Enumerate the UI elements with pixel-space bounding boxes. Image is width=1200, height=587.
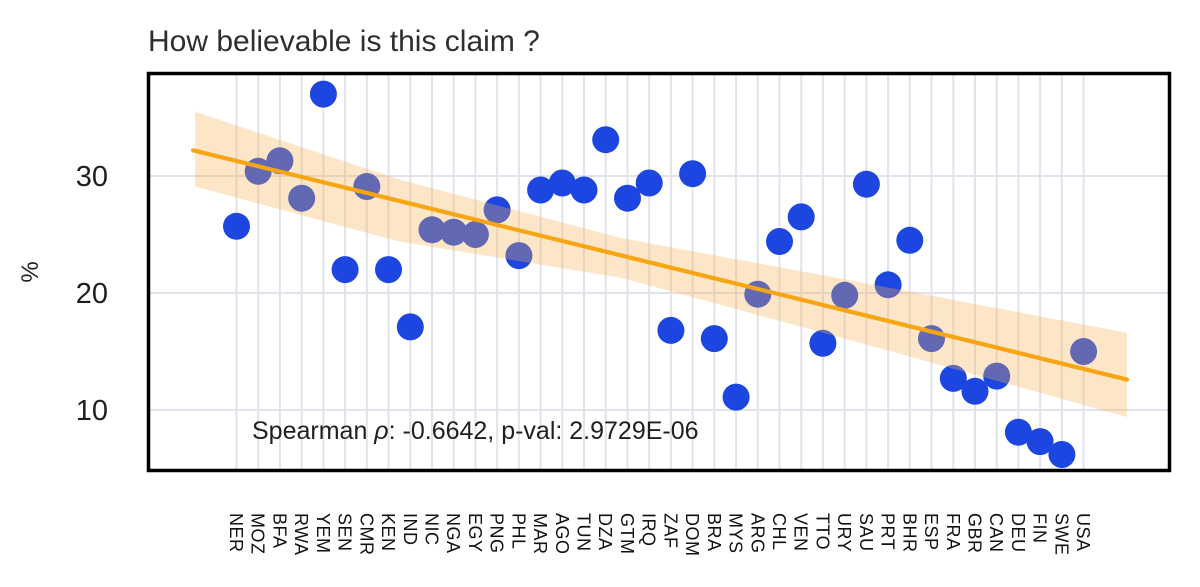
x-tick-label-yem: YEM [313, 513, 333, 554]
scatter-point-ken [375, 256, 402, 284]
scatter-point-png [483, 196, 511, 224]
x-tick-label-irq: IRQ [639, 513, 659, 547]
x-tick-label-mys: MYS [726, 513, 746, 554]
y-tick-label: 20 [76, 278, 108, 310]
scatter-point-tto [809, 329, 837, 357]
x-tick-label-png: PNG [487, 513, 507, 554]
x-tick-label-usa: USA [1073, 513, 1093, 552]
x-tick-label-nic: NIC [422, 513, 442, 546]
x-tick-label-ven: VEN [791, 513, 811, 552]
scatter-point-fin [1026, 428, 1054, 456]
scatter-point-bra [700, 325, 728, 353]
scatter-point-bhr [896, 226, 924, 254]
scatter-point-mys [722, 383, 750, 411]
plot-data-layer [191, 80, 1130, 468]
x-tick-label-mar: MAR [530, 513, 550, 555]
scatter-point-nic [418, 216, 446, 244]
scatter-point-ven [787, 203, 815, 231]
scatter-point-egy [461, 221, 489, 248]
x-tick-label-chl: CHL [769, 513, 789, 551]
x-tick-label-moz: MOZ [248, 513, 268, 555]
scatter-point-usa [1070, 338, 1098, 365]
scatter-point-swe [1048, 441, 1076, 468]
scatter-point-irq [635, 169, 663, 197]
scatter-point-chl [766, 228, 793, 255]
x-tick-label-deu: DEU [1008, 513, 1028, 553]
gridlines [148, 73, 1170, 471]
x-tick-label-prt: PRT [878, 513, 898, 550]
x-tick-label-bhr: BHR [899, 513, 919, 553]
x-tick-label-arg: ARG [747, 513, 767, 554]
y-tick-labels: 10 20 30 [76, 161, 108, 427]
x-tick-label-ner: NER [226, 513, 246, 553]
x-tick-label-fin: FIN [1030, 513, 1050, 544]
scatter-point-phl [505, 242, 533, 270]
scatter-point-nga [440, 218, 468, 246]
scatter-point-bfa [266, 147, 294, 175]
x-tick-label-dza: DZA [595, 513, 615, 551]
regression-line [191, 148, 1130, 382]
scatter-point-sau [852, 170, 880, 198]
y-tick-label: 10 [76, 395, 108, 427]
chart-title: How believable is this claim ? [148, 25, 540, 58]
x-tick-label-dom: DOM [682, 513, 702, 557]
x-tick-label-nga: NGA [443, 513, 463, 554]
x-tick-label-ago: AGO [552, 513, 572, 555]
x-tick-label-bfa: BFA [269, 513, 289, 549]
scatter-point-prt [874, 271, 902, 299]
x-tick-label-ind: IND [400, 513, 420, 546]
scatter-point-ner [223, 212, 250, 240]
scatter-point-sen [331, 256, 359, 284]
scatter-point-yem [309, 80, 337, 108]
x-tick-label-esp: ESP [921, 513, 941, 551]
x-tick-label-sen: SEN [335, 513, 355, 552]
y-tick-label: 30 [76, 161, 108, 193]
scatter-point-tun [570, 176, 598, 204]
x-tick-label-gtm: GTM [617, 513, 637, 555]
scatter-point-zaf [657, 316, 685, 344]
x-tick-label-swe: SWE [1051, 513, 1071, 556]
scatter-point-fra [939, 364, 967, 392]
scatter-point-mar [527, 176, 555, 204]
x-tick-label-sau: SAU [856, 513, 876, 552]
x-tick-label-zaf: ZAF [660, 513, 680, 549]
scatter-point-dom [679, 160, 707, 188]
scatter-point-can [983, 362, 1011, 390]
scatter-point-rwa [288, 184, 316, 212]
x-tick-label-phl: PHL [508, 513, 528, 550]
plot-border [146, 71, 1172, 473]
scatter-point-ury [831, 281, 859, 309]
spearman-annotation-prefix: Spearman [252, 417, 374, 445]
spearman-annotation-suffix: : -0.6642, p-val: 2.9729E-06 [389, 417, 699, 445]
x-tick-label-ken: KEN [378, 513, 398, 552]
x-tick-label-tto: TTO [812, 513, 832, 550]
x-tick-label-egy: EGY [465, 513, 485, 553]
scatter-point-gtm [614, 184, 641, 212]
x-tick-labels: NER MOZ BFA RWA YEM SEN CMR KEN IND NIC NGA EGY PNG P… [226, 513, 1093, 557]
x-tick-label-ury: URY [834, 513, 854, 552]
scatter-point-dza [592, 126, 620, 154]
scatter-point-gbr [961, 377, 989, 405]
x-tick-label-can: CAN [986, 513, 1006, 553]
x-tick-label-fra: FRA [943, 513, 963, 551]
rho-symbol: ρ [373, 417, 388, 445]
x-tick-label-tun: TUN [574, 513, 594, 552]
scatter-point-deu [1004, 418, 1032, 446]
y-axis-label: % [17, 261, 44, 282]
x-tick-label-bra: BRA [704, 513, 724, 552]
scatter-point-ind [396, 313, 424, 341]
scatter-point-ago [548, 169, 576, 197]
x-tick-label-cmr: CMR [356, 513, 376, 556]
spearman-annotation: Spearman ρ: -0.6642, p-val: 2.9729E-06 [252, 417, 699, 445]
x-tick-label-rwa: RWA [291, 513, 311, 556]
trend-line [191, 148, 1130, 382]
x-tick-label-gbr: GBR [965, 513, 985, 554]
